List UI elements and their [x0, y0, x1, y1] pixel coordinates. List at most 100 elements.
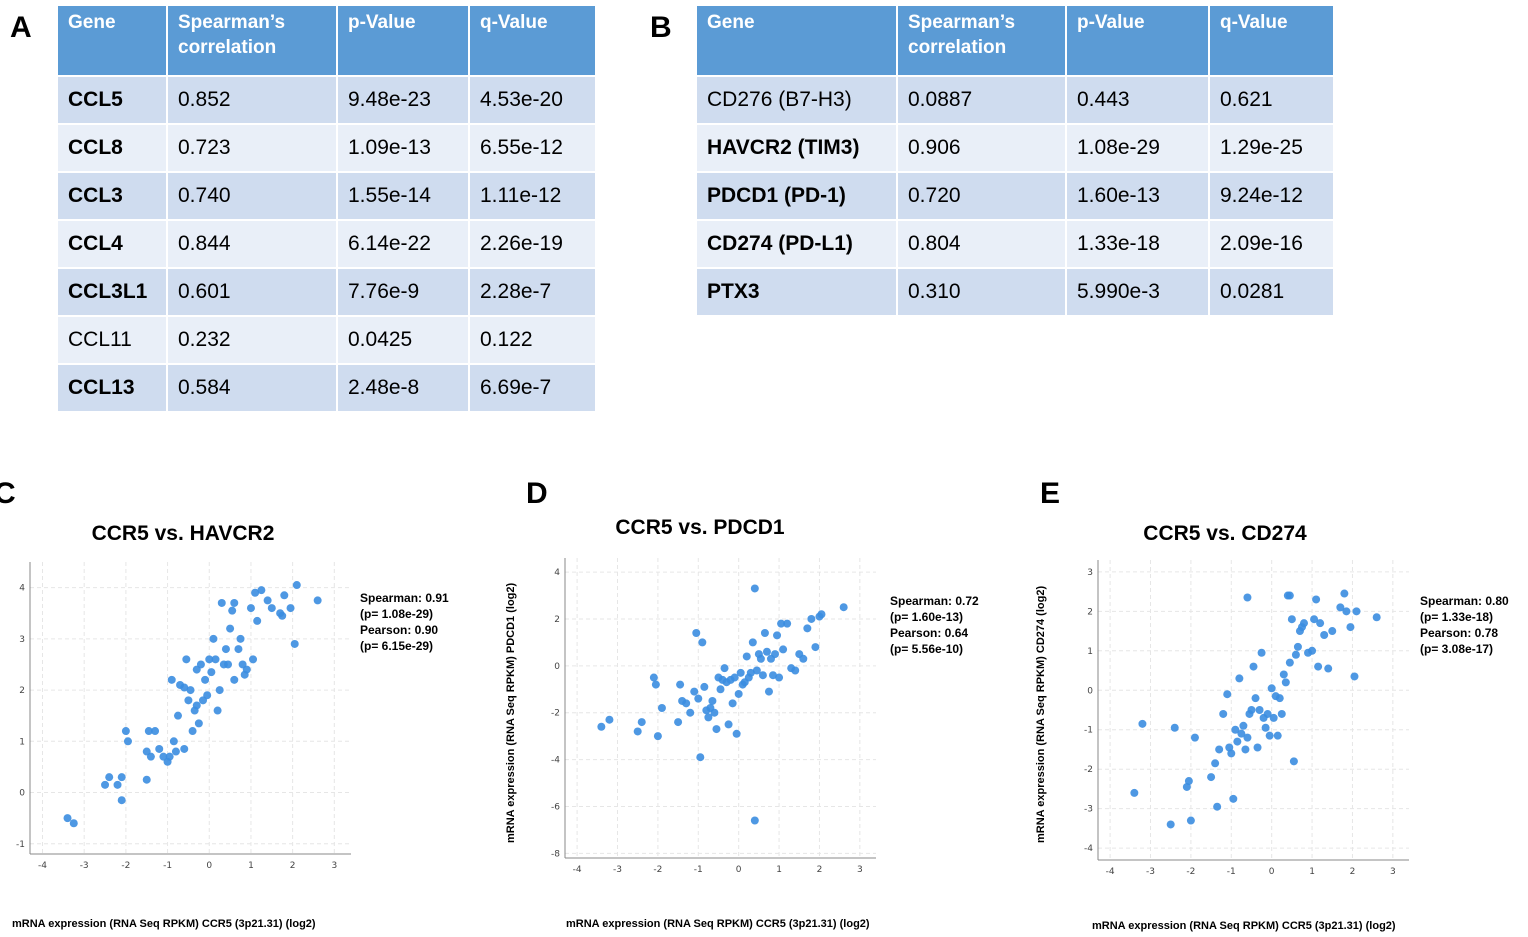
x-tick-label: 2: [1350, 867, 1356, 877]
data-point: [151, 727, 160, 736]
gene-cell: PDCD1 (PD-1): [697, 173, 896, 219]
data-point: [286, 604, 295, 613]
data-point: [682, 699, 691, 708]
p-value-cell: 6.14e-22: [338, 221, 468, 267]
spearman-cell: 0.804: [898, 221, 1065, 267]
data-point: [155, 744, 164, 753]
data-point: [192, 701, 201, 710]
data-point: [756, 654, 765, 663]
x-tick-label: -3: [1146, 867, 1155, 877]
q-value-cell: 9.24e-12: [1210, 173, 1333, 219]
data-point: [1293, 642, 1302, 651]
data-point: [750, 816, 759, 825]
y-tick-label: 4: [554, 568, 560, 578]
panel-label-a: A: [10, 11, 32, 44]
plot-title-havcr2: CCR5 vs. HAVCR2: [91, 522, 275, 545]
header-spearman: Spearman’s correlation: [168, 6, 336, 75]
data-point: [1227, 749, 1236, 758]
data-point: [228, 606, 237, 615]
data-point: [633, 727, 642, 736]
panel-label-d: D: [526, 477, 548, 510]
data-point: [730, 673, 739, 682]
data-point: [180, 744, 189, 753]
data-point: [674, 718, 683, 727]
data-point: [696, 753, 705, 762]
data-point: [1130, 788, 1139, 797]
data-point: [290, 639, 299, 648]
x-axis-label-cd274: mRNA expression (RNA Seq RPKM) CCR5 (3p2…: [1092, 920, 1396, 932]
x-tick-label: -3: [80, 861, 89, 871]
data-point: [764, 687, 773, 696]
x-tick-label: 1: [248, 861, 254, 871]
spearman-cell: 0.844: [168, 221, 336, 267]
data-point: [105, 773, 114, 782]
p-value-cell: 5.990e-3: [1067, 269, 1208, 315]
q-value-cell: 6.55e-12: [470, 125, 595, 171]
data-point: [224, 660, 233, 669]
data-point: [182, 655, 191, 664]
data-point: [712, 725, 721, 734]
data-point: [230, 598, 239, 607]
data-point: [1261, 723, 1270, 732]
data-point: [1340, 589, 1349, 598]
data-point: [146, 752, 155, 761]
data-point: [184, 696, 193, 705]
stats-cd274: Spearman: 0.80 (p= 1.33e-18) Pearson: 0.7…: [1420, 594, 1509, 656]
data-point: [724, 720, 733, 729]
data-point: [1233, 737, 1242, 746]
data-point: [1249, 662, 1258, 671]
table-row: CD274 (PD-L1) 0.804 1.33e-18 2.09e-16: [697, 221, 1333, 267]
data-point: [1263, 709, 1272, 718]
data-point: [165, 752, 174, 761]
q-value-cell: 1.11e-12: [470, 173, 595, 219]
table-row: PDCD1 (PD-1) 0.720 1.60e-13 9.24e-12: [697, 173, 1333, 219]
stats-pdcd1: Spearman: 0.72 (p= 1.60e-13) Pearson: 0.6…: [890, 594, 979, 656]
scatter-plot-havcr2: -4 -3 -2 -1 0 1 2 3 -1 0 1 2 3 4: [16, 562, 351, 871]
data-point: [1269, 713, 1278, 722]
chemokine-correlation-table: Gene Spearman’s correlation p-Value q-Va…: [56, 4, 597, 413]
x-tick-label: 2: [817, 865, 823, 875]
table-row: PTX3 0.310 5.990e-3 0.0281: [697, 269, 1333, 315]
x-tick-label: 0: [736, 865, 742, 875]
data-point: [1215, 745, 1224, 754]
data-point: [117, 773, 126, 782]
data-point: [203, 691, 212, 700]
y-tick-label: -1: [1084, 726, 1093, 736]
panel-label-b: B: [650, 11, 672, 44]
spearman-cell: 0.852: [168, 77, 336, 123]
data-point: [215, 686, 224, 695]
data-point: [1229, 794, 1238, 803]
data-point: [1138, 719, 1147, 728]
panel-label-e: E: [1040, 477, 1061, 510]
data-point: [69, 819, 78, 828]
q-value-cell: 2.09e-16: [1210, 221, 1333, 267]
data-point: [1350, 672, 1359, 681]
data-point: [1314, 662, 1323, 671]
data-point: [839, 603, 848, 612]
data-point: [207, 668, 216, 677]
data-point: [234, 645, 243, 654]
x-tick-label: -4: [1106, 867, 1115, 877]
x-tick-label: -4: [38, 861, 47, 871]
y-tick-label: 0: [554, 662, 560, 672]
data-point: [653, 732, 662, 741]
data-point: [771, 650, 780, 659]
y-tick-label: -8: [551, 849, 560, 859]
data-point: [742, 652, 751, 661]
data-point: [171, 747, 180, 756]
scatter-plot-pdcd1: -4 -3 -2 -1 0 1 2 3 -8 -6 -4 -2 0 2 4: [551, 558, 876, 875]
header-q-value: q-Value: [1210, 6, 1333, 75]
p-value-cell: 9.48e-23: [338, 77, 468, 123]
table-row: CCL3L1 0.601 7.76e-9 2.28e-7: [58, 269, 595, 315]
x-tick-label: -2: [1186, 867, 1195, 877]
x-axis-label-pdcd1: mRNA expression (RNA Seq RPKM) CCR5 (3p2…: [566, 918, 870, 930]
y-tick-label: -3: [1084, 805, 1093, 815]
data-point: [169, 737, 178, 746]
data-point: [710, 708, 719, 717]
gene-cell: CD274 (PD-L1): [697, 221, 896, 267]
data-point: [173, 711, 182, 720]
x-tick-label: 0: [1269, 867, 1275, 877]
data-point: [750, 584, 759, 593]
data-point: [777, 619, 786, 628]
data-point: [1279, 670, 1288, 679]
